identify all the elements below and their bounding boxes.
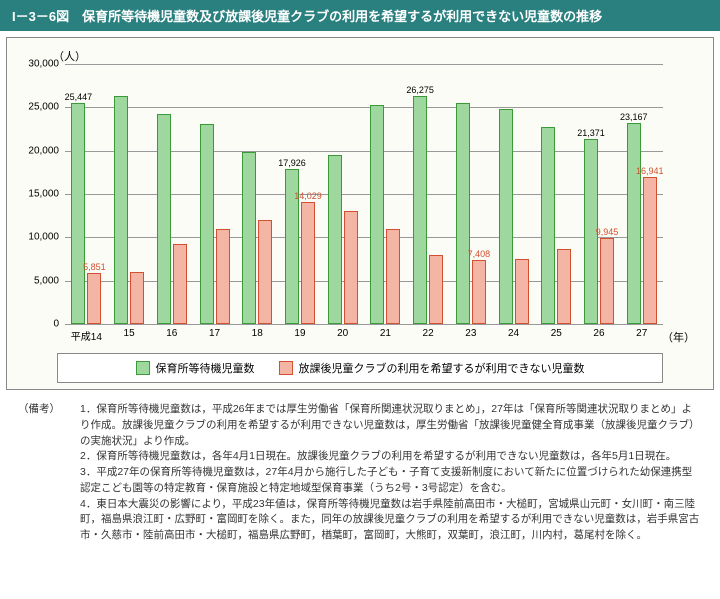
note-row: 3．平成27年の保育所等待機児童数は，27年4月から施行した子ども・子育て支援新… <box>18 465 702 497</box>
bar-afterschool <box>130 272 144 324</box>
y-axis-unit: （人） <box>53 48 703 64</box>
y-tick-label: 25,000 <box>28 102 65 113</box>
note-label <box>18 449 80 465</box>
bar-value-label: 21,371 <box>577 128 605 138</box>
bar-group <box>321 64 364 324</box>
y-tick-label: 20,000 <box>28 145 65 156</box>
bar-group <box>150 64 193 324</box>
note-row: 4．東日本大震災の影響により，平成23年値は，保育所等待機児童数は岩手県陸前高田… <box>18 497 702 544</box>
y-tick-label: 0 <box>53 319 65 330</box>
bar-waitlist <box>541 127 555 324</box>
bar-value-label: 23,167 <box>620 112 648 122</box>
bar-afterschool: 7,408 <box>472 260 486 324</box>
note-label <box>18 497 80 544</box>
note-row: 2．保育所等待機児童数は，各年4月1日現在。放課後児童クラブの利用を希望するが利… <box>18 449 702 465</box>
legend-label-red: 放課後児童クラブの利用を希望するが利用できない児童数 <box>299 360 585 376</box>
legend: 保育所等待機児童数 放課後児童クラブの利用を希望するが利用できない児童数 <box>57 353 663 383</box>
bar-waitlist <box>328 155 342 324</box>
x-tick-label: 27 <box>620 324 663 343</box>
bar-group: 25,4475,851 <box>65 64 108 324</box>
bar-group: 23,16716,941 <box>620 64 663 324</box>
legend-item-green: 保育所等待機児童数 <box>136 360 255 376</box>
bar-afterschool: 5,851 <box>87 273 101 324</box>
bar-waitlist <box>157 114 171 324</box>
bar-group <box>236 64 279 324</box>
y-tick-label: 15,000 <box>28 189 65 200</box>
bar-afterschool: 16,941 <box>643 177 657 324</box>
x-tick-label: 19 <box>279 324 322 343</box>
bar-afterschool <box>557 249 571 324</box>
swatch-green <box>136 361 150 375</box>
bar-waitlist: 25,447 <box>71 103 85 324</box>
bar-group: 26,275 <box>407 64 450 324</box>
legend-label-green: 保育所等待機児童数 <box>156 360 255 376</box>
bar-afterschool <box>429 255 443 324</box>
x-axis: 平成1415161718192021222324252627 <box>65 324 663 343</box>
x-tick-label: 26 <box>578 324 621 343</box>
bar-group <box>364 64 407 324</box>
note-text: 4．東日本大震災の影響により，平成23年値は，保育所等待機児童数は岩手県陸前高田… <box>80 497 702 544</box>
x-tick-label: 平成14 <box>65 324 108 343</box>
bar-value-label: 9,945 <box>596 227 619 237</box>
note-label <box>18 465 80 497</box>
note-label: （備考） <box>18 402 80 449</box>
y-tick-label: 5,000 <box>34 275 65 286</box>
note-text: 2．保育所等待機児童数は，各年4月1日現在。放課後児童クラブの利用を希望するが利… <box>80 449 702 465</box>
y-tick-label: 30,000 <box>28 59 65 70</box>
bar-value-label: 25,447 <box>65 92 93 102</box>
bar-group <box>193 64 236 324</box>
bar-afterschool <box>258 220 272 324</box>
bar-waitlist <box>200 124 214 324</box>
grid-line <box>65 324 663 325</box>
x-tick-label: 22 <box>407 324 450 343</box>
bar-value-label: 14,029 <box>294 191 322 201</box>
bars-container: 25,4475,85117,92614,02926,2757,40821,371… <box>65 64 663 324</box>
bar-value-label: 5,851 <box>83 262 106 272</box>
bar-group <box>535 64 578 324</box>
bar-waitlist <box>242 152 256 324</box>
bar-value-label: 16,941 <box>636 166 664 176</box>
bar-group: 7,408 <box>449 64 492 324</box>
bar-afterschool: 14,029 <box>301 202 315 324</box>
x-tick-label: 24 <box>492 324 535 343</box>
bar-waitlist <box>456 103 470 324</box>
bar-group: 21,371 9,945 <box>578 64 621 324</box>
bar-value-label: 17,926 <box>278 158 306 168</box>
bar-afterschool <box>515 259 529 324</box>
bar-afterschool <box>173 244 187 324</box>
chart-container: （人） 05,00010,00015,00020,00025,00030,000… <box>6 37 714 390</box>
x-tick-label: 16 <box>150 324 193 343</box>
bar-group: 17,926 14,029 <box>279 64 322 324</box>
bar-waitlist <box>499 109 513 324</box>
x-tick-label: 17 <box>193 324 236 343</box>
y-tick-label: 10,000 <box>28 232 65 243</box>
bar-afterschool <box>344 211 358 324</box>
chart-plot-area: 05,00010,00015,00020,00025,00030,00025,4… <box>65 64 663 324</box>
x-tick-label: 21 <box>364 324 407 343</box>
bar-waitlist <box>114 96 128 324</box>
bar-waitlist: 23,167 <box>627 123 641 324</box>
x-tick-label: 20 <box>321 324 364 343</box>
figure-title: I－3－6図 保育所等待機児童数及び放課後児童クラブの利用を希望するが利用できな… <box>0 0 720 31</box>
note-row: （備考）1．保育所等待機児童数は，平成26年までは厚生労働省「保育所関連状況取り… <box>18 402 702 449</box>
bar-group <box>492 64 535 324</box>
x-tick-label: 15 <box>108 324 151 343</box>
note-text: 1．保育所等待機児童数は，平成26年までは厚生労働省「保育所関連状況取りまとめ」… <box>80 402 702 449</box>
bar-afterschool <box>216 229 230 324</box>
bar-afterschool <box>386 229 400 324</box>
x-tick-label: 18 <box>236 324 279 343</box>
note-text: 3．平成27年の保育所等待機児童数は，27年4月から施行した子ども・子育て支援新… <box>80 465 702 497</box>
bar-waitlist: 26,275 <box>413 96 427 324</box>
x-tick-label: 23 <box>449 324 492 343</box>
bar-value-label: 26,275 <box>406 85 434 95</box>
bar-waitlist <box>370 105 384 324</box>
bar-group <box>108 64 151 324</box>
notes-section: （備考）1．保育所等待機児童数は，平成26年までは厚生労働省「保育所関連状況取り… <box>0 394 720 556</box>
bar-afterschool: 9,945 <box>600 238 614 324</box>
swatch-red <box>279 361 293 375</box>
legend-item-red: 放課後児童クラブの利用を希望するが利用できない児童数 <box>279 360 585 376</box>
bar-value-label: 7,408 <box>468 249 491 259</box>
x-tick-label: 25 <box>535 324 578 343</box>
